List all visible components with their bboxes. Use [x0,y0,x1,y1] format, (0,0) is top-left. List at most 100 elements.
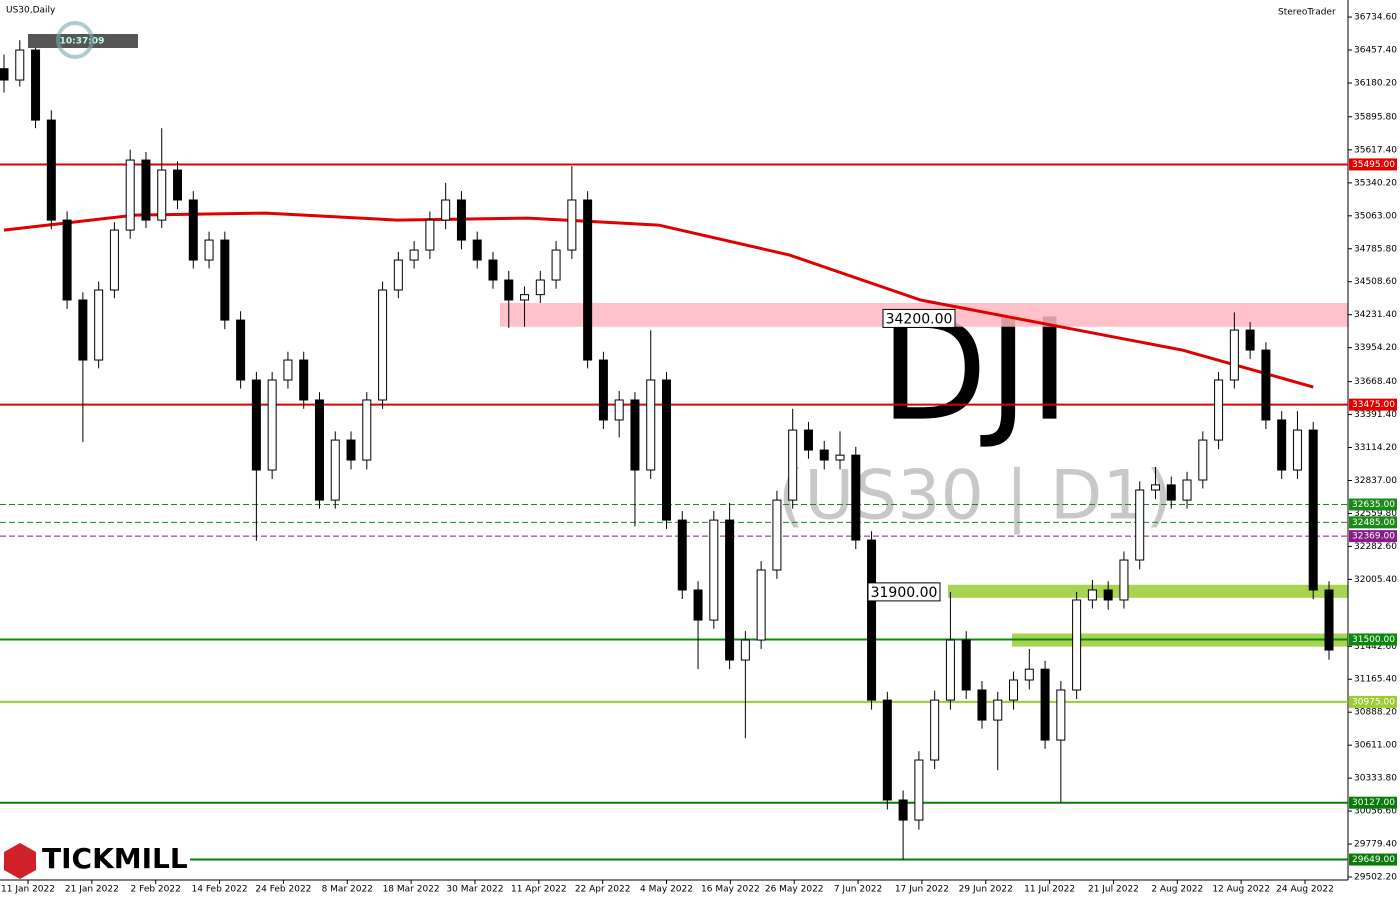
candle-body [945,639,955,701]
candle-body [1308,429,1318,591]
candle-body [425,219,435,251]
annotation-box [882,308,956,328]
candle-body [378,289,388,401]
y-tick-label: 35063.00 [1354,211,1397,221]
clock-box [28,34,138,48]
candle-body [125,159,135,231]
logo-mark [4,843,36,879]
candle-body [283,359,293,381]
level-label-box [1349,796,1397,809]
y-tick-label: 30888.20 [1354,708,1397,718]
annotation: 34200.00 [886,311,953,327]
candle-body [220,239,230,321]
candle-body [393,259,403,291]
candle-body [677,519,687,591]
candle-body [662,379,671,521]
x-tick-label: 14 Feb 2022 [192,885,248,895]
level-label-box [1349,695,1397,708]
y-tick-label: 35895.80 [1354,112,1397,122]
x-tick-label: 4 May 2022 [640,885,693,895]
y-tick-label: 32837.00 [1354,476,1397,486]
level-label-box [1349,398,1397,411]
candle-body [188,199,198,261]
candle-body [709,519,719,621]
x-tick-label: 16 May 2022 [701,885,760,895]
candle-body [1261,349,1271,421]
x-tick-label: 2 Feb 2022 [131,885,181,895]
candle-body [157,169,167,221]
candle-body [1103,589,1113,601]
y-tick-label: 34231.40 [1354,310,1397,320]
candle-body [693,589,703,621]
candle-body [78,299,88,361]
logo-ring [56,21,94,59]
x-tick-label: 2 Aug 2022 [1151,885,1203,895]
candle-body [1292,429,1302,471]
candle-body [141,159,151,221]
y-tick-label: 33391.40 [1354,410,1397,420]
clock: 10:37:09 [60,37,105,47]
candle-body [614,399,624,421]
level-label: 32635.00 [1352,500,1395,510]
candle-body [346,439,356,461]
candle-body [993,699,1003,721]
candle-body [0,68,9,81]
candle-body [772,499,782,571]
annotation: 31900.00 [871,585,938,601]
candle-body [441,199,451,221]
x-tick-label: 7 Jun 2022 [834,885,882,895]
candle-body [330,439,340,501]
y-tick-label: 36457.40 [1354,46,1397,56]
x-tick-label: 26 May 2022 [765,885,824,895]
x-tick-label: 11 Apr 2022 [511,885,567,895]
candle-body [31,49,41,121]
level-label: 29649.00 [1352,855,1395,865]
chart-title: US30,Daily [6,6,56,16]
y-tick-label: 33954.20 [1354,343,1397,353]
candle-body [725,519,735,661]
candle-body [456,199,466,241]
x-tick-label: 11 Jul 2022 [1024,885,1075,895]
y-tick-label: 36180.20 [1354,78,1397,88]
level-label: 32369.00 [1352,532,1395,542]
level-label: 30127.00 [1352,798,1395,808]
candle-body [236,319,246,381]
candle-body [362,399,372,461]
x-tick-label: 22 Apr 2022 [575,885,631,895]
y-tick-label: 33114.20 [1354,443,1397,453]
y-tick-label: 30333.80 [1354,774,1397,784]
y-tick-label: 36734.60 [1354,13,1397,23]
candle-body [1119,559,1129,601]
candle-body [756,569,766,641]
candle-body [204,239,214,261]
candle-body [598,359,608,421]
candle-body [1072,599,1082,691]
candle-body [819,449,829,461]
candle-body [251,379,261,471]
candle-body [1009,679,1019,701]
candle-body [1087,589,1097,601]
level-label-box [1349,853,1397,866]
candle-body [15,49,25,81]
level-label-box [1349,516,1397,529]
candle-body [173,169,183,201]
candle-body [1166,484,1176,501]
watermark-sub: (US30 | D1) [778,457,1172,536]
candle-body [1135,489,1145,561]
candle-body [1198,439,1208,481]
candle-body [1182,479,1192,501]
candle-body [630,399,640,471]
candle-body [409,249,419,261]
level-label: 32485.00 [1352,518,1395,528]
y-tick-label: 33668.40 [1354,377,1397,387]
y-tick-label: 30056.60 [1354,807,1397,817]
candle-body [94,289,104,361]
y-tick-label: 34785.80 [1354,244,1397,254]
candle-body [520,294,530,301]
candle-body [567,199,577,251]
candle-body [1229,329,1239,381]
candle-body [1245,329,1255,351]
x-tick-label: 24 Aug 2022 [1276,885,1334,895]
y-tick-label: 34508.60 [1354,277,1397,287]
